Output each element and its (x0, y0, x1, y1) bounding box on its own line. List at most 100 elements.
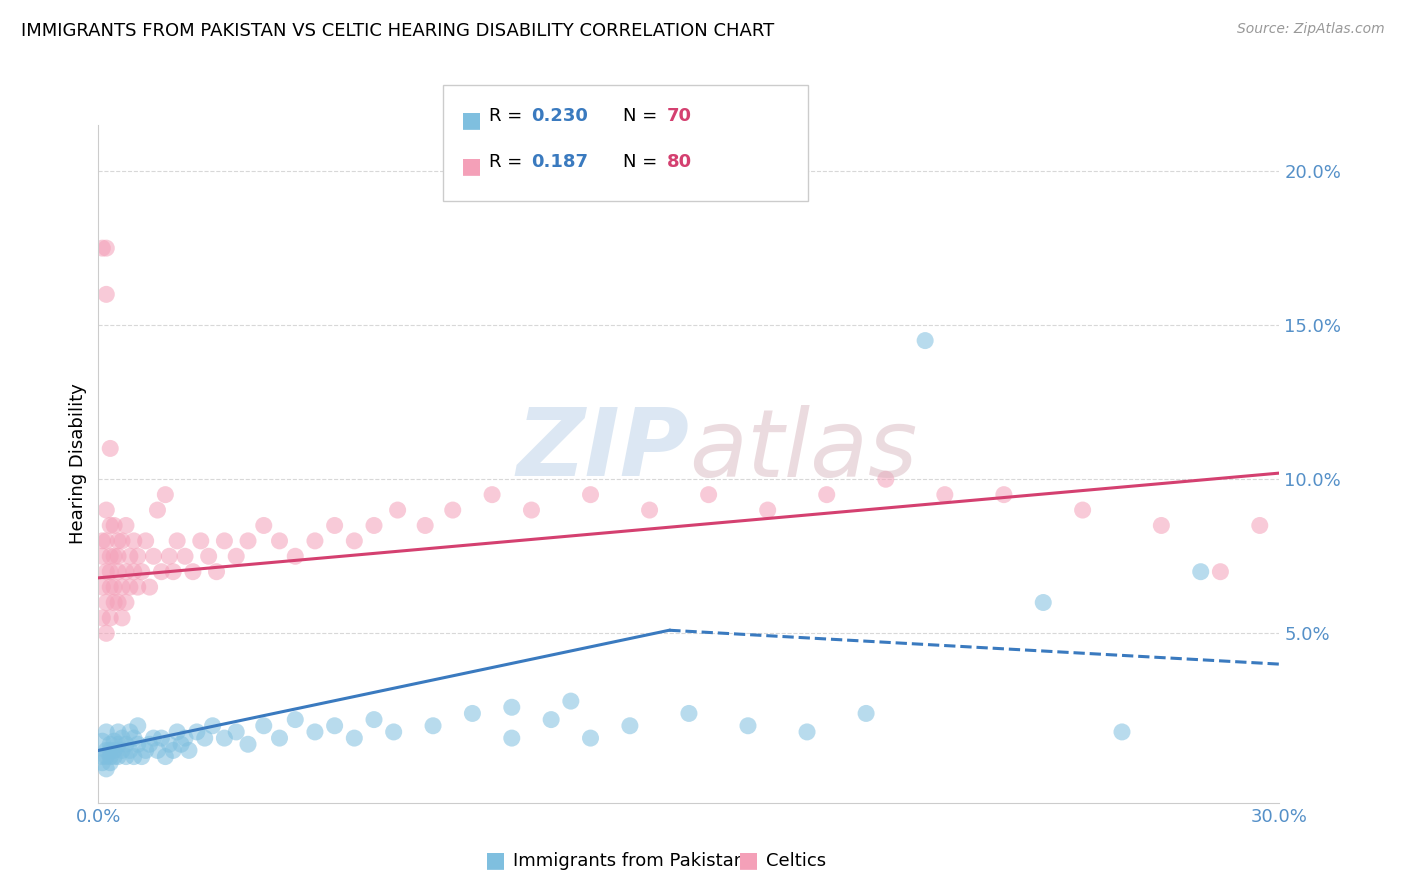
Point (225, 549, 247, 564)
Point (387, 503, 409, 517)
Point (197, 549, 219, 564)
Point (107, 749, 129, 764)
Point (855, 706, 877, 721)
Point (96, 749, 118, 764)
Point (91, 580, 114, 594)
Point (150, 565, 173, 579)
Point (678, 706, 700, 721)
Point (214, 533, 236, 548)
Point (214, 731, 236, 745)
Point (560, 694, 582, 708)
Point (441, 503, 464, 517)
Text: N =: N = (623, 153, 662, 171)
Point (98, 749, 121, 764)
Point (181, 565, 204, 579)
Point (520, 503, 543, 517)
Point (107, 737, 129, 751)
Point (107, 595, 129, 609)
Point (122, 749, 145, 764)
Point (118, 580, 141, 594)
Point (157, 737, 180, 751)
Point (253, 518, 276, 533)
Point (201, 719, 224, 733)
Point (91, 756, 114, 770)
Point (96, 595, 118, 609)
Point (166, 725, 188, 739)
Point (98, 743, 121, 757)
Text: ■: ■ (485, 850, 506, 870)
Text: ■: ■ (738, 850, 759, 870)
Point (382, 725, 405, 739)
Point (540, 713, 562, 727)
Point (98, 580, 121, 594)
Point (122, 731, 145, 745)
Point (155, 488, 177, 502)
Point (1209, 565, 1232, 579)
Text: Immigrants from Pakistan: Immigrants from Pakistan (513, 852, 745, 870)
Point (253, 719, 276, 733)
Point (146, 743, 169, 757)
Point (98, 737, 121, 751)
Point (111, 611, 134, 625)
Point (96, 743, 118, 757)
Point (122, 565, 145, 579)
Point (96, 626, 118, 640)
Point (225, 725, 247, 739)
Point (236, 737, 259, 751)
Point (135, 743, 157, 757)
Point (166, 533, 188, 548)
Point (131, 749, 153, 764)
Point (118, 725, 141, 739)
Text: ■: ■ (461, 110, 482, 129)
Point (107, 549, 129, 564)
Point (103, 734, 125, 748)
Point (993, 488, 1015, 502)
Point (103, 595, 125, 609)
Point (619, 719, 641, 733)
Point (323, 518, 346, 533)
Point (422, 719, 444, 733)
Point (98, 756, 121, 770)
Point (284, 713, 307, 727)
Point (162, 743, 184, 757)
Point (501, 731, 523, 745)
Point (103, 743, 125, 757)
Point (343, 731, 366, 745)
Point (174, 549, 197, 564)
Point (157, 549, 180, 564)
Point (170, 737, 193, 751)
Point (174, 731, 197, 745)
Point (146, 503, 169, 517)
Point (96, 725, 118, 739)
Point (115, 518, 138, 533)
Point (1071, 503, 1094, 517)
Point (115, 737, 138, 751)
Point (363, 518, 385, 533)
Text: 0.187: 0.187 (531, 153, 589, 171)
Point (796, 725, 818, 739)
Point (107, 725, 129, 739)
Point (481, 488, 503, 502)
Point (122, 533, 145, 548)
Point (135, 533, 157, 548)
Text: 0.230: 0.230 (531, 107, 588, 125)
Point (91, 549, 114, 564)
Point (91, 611, 114, 625)
Point (142, 731, 165, 745)
Point (91, 533, 114, 548)
Point (501, 700, 523, 714)
Point (304, 725, 326, 739)
Text: N =: N = (623, 107, 662, 125)
Point (162, 565, 184, 579)
Point (98, 549, 121, 564)
Point (284, 549, 307, 564)
Point (190, 533, 212, 548)
Point (363, 713, 385, 727)
Text: Source: ZipAtlas.com: Source: ZipAtlas.com (1237, 22, 1385, 37)
Point (127, 719, 149, 733)
Point (115, 565, 138, 579)
Point (98, 611, 121, 625)
Point (142, 549, 165, 564)
Point (103, 549, 125, 564)
Text: Celtics: Celtics (766, 852, 827, 870)
